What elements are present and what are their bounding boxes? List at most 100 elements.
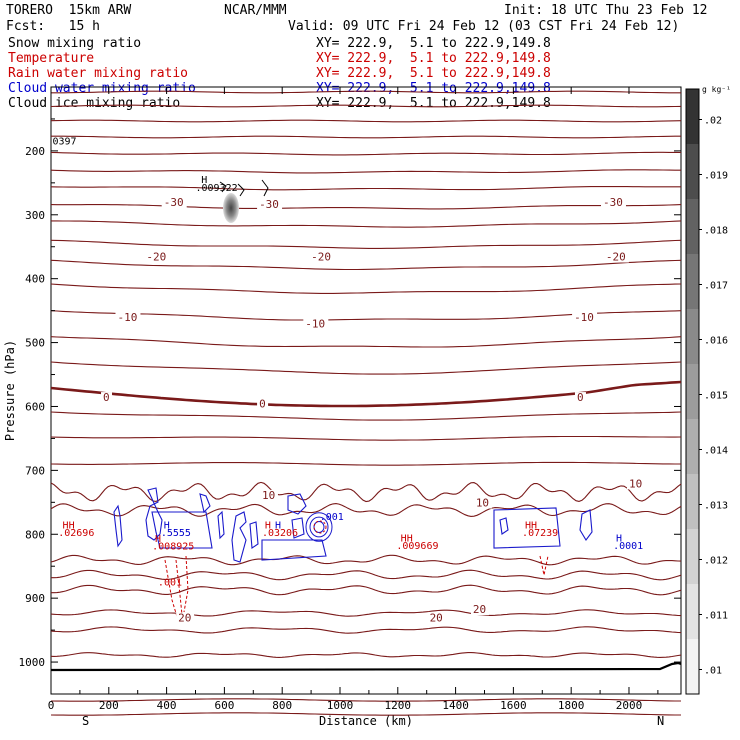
colorbar-swatch: [686, 89, 699, 144]
isotherm: [50, 609, 682, 617]
x-tick-label: 1000: [327, 699, 354, 712]
header-valid: Valid: 09 UTC Fri 24 Feb 12 (03 CST Fri …: [288, 19, 680, 34]
y-tick-label: 300: [25, 209, 45, 222]
field-xy-range: XY= 222.9, 5.1 to 222.9,149.8: [316, 66, 551, 81]
max-annotation: .03206: [262, 528, 298, 539]
x-tick-label: 800: [272, 699, 292, 712]
x-tick-label: 2000: [616, 699, 643, 712]
label-mask: [600, 197, 626, 209]
label-mask: [257, 199, 283, 211]
x-tick-label: 1600: [500, 699, 527, 712]
rain-water-contour: [175, 559, 183, 616]
colorbar-swatch: [686, 419, 699, 474]
label-mask: [115, 312, 141, 324]
isotherm: [50, 104, 682, 108]
isotherm: [50, 151, 682, 156]
colorbar-label: .019: [704, 171, 728, 182]
colorbar-label: .012: [704, 556, 728, 567]
cloud-water-contour: [305, 512, 333, 542]
cloud-water-contour: [313, 521, 325, 533]
isotherm: [50, 239, 682, 249]
cloud-water-contour: [249, 521, 259, 549]
field-xy-range: XY= 222.9, 5.1 to 222.9,149.8: [316, 51, 551, 66]
label-mask: [572, 312, 598, 324]
plot-frame: [50, 86, 682, 695]
y-tick-label: 700: [25, 464, 45, 477]
colorbar-label: .01: [704, 666, 722, 677]
isotherm: [50, 361, 682, 375]
isotherm-label: 10: [476, 497, 489, 510]
max-annotation: HH: [401, 533, 413, 544]
max-annotation: H: [616, 533, 622, 544]
colorbar-swatch: [686, 639, 699, 694]
isotherm-label: -30: [603, 196, 623, 209]
cloud-water-contour: [261, 539, 327, 561]
colorbar-label: .02: [704, 116, 722, 127]
label-mask: [144, 251, 170, 263]
snow-shading: [223, 193, 239, 223]
y-axis-label: Pressure (hPa): [3, 340, 17, 441]
rain-water-contour: [539, 555, 549, 576]
cloud-water-contour: [231, 511, 247, 563]
x-tick-label: 0: [48, 699, 55, 712]
rain-water-contour: [164, 559, 179, 621]
label-mask: [161, 197, 187, 209]
isotherm: [50, 461, 681, 466]
field-name: Temperature: [8, 51, 95, 66]
max-annotation: .5555: [161, 528, 191, 539]
max-annotation: .008925: [152, 542, 194, 553]
label-mask: [101, 392, 113, 404]
isotherm-label: -10: [574, 311, 594, 324]
x-end-label-north: N: [657, 714, 664, 728]
isotherm: [51, 135, 681, 139]
cloud-water-contour: [579, 509, 593, 541]
isotherm: [50, 119, 682, 123]
isotherm-label: -30: [259, 198, 279, 211]
isotherm: [50, 435, 682, 441]
isotherm: [50, 411, 682, 421]
isotherm-label: 0: [103, 391, 110, 404]
max-annotation: H: [155, 534, 161, 545]
header-left-line2: Fcst: 15 h: [6, 19, 100, 34]
label-mask: [259, 489, 278, 501]
colorbar-label: .011: [704, 611, 728, 622]
colorbar-label: .016: [704, 336, 728, 347]
max-annotation: H: [164, 521, 170, 532]
isotherm: [50, 503, 682, 517]
ice-contour: [261, 179, 269, 197]
max-annotation: .001: [158, 577, 182, 588]
cloud-water-contour: [493, 507, 561, 549]
y-tick-label: 800: [25, 528, 45, 541]
x-tick-label: 1800: [558, 699, 585, 712]
isotherm: [51, 220, 682, 228]
colorbar-swatch: [686, 364, 699, 419]
isotherm: [50, 186, 681, 191]
isotherm: [50, 554, 682, 566]
rain-water-contour: [313, 520, 327, 534]
isotherm: [51, 584, 682, 596]
x-tick-label: 1200: [385, 699, 412, 712]
colorbar-unit: g kg⁻¹: [702, 85, 731, 94]
ice-contour: [237, 183, 245, 197]
y-tick-label: 500: [25, 337, 45, 350]
cloud-water-contour: [287, 493, 307, 515]
colorbar-label: .015: [704, 391, 728, 402]
x-tick-label: 600: [214, 699, 234, 712]
colorbar-swatch: [686, 529, 699, 584]
max-annotation: .02696: [58, 528, 94, 539]
isotherm: [50, 481, 682, 503]
isotherm-label: -30: [164, 196, 184, 209]
max-annotation: .0001: [613, 541, 643, 552]
rain-water-contour: [183, 555, 189, 613]
label-mask: [309, 251, 335, 263]
cloud-water-contour: [499, 517, 509, 535]
max-annotation: HH: [63, 521, 75, 532]
y-tick-label: 900: [25, 592, 45, 605]
colorbar-label: .013: [704, 501, 728, 512]
colorbar-swatch: [686, 199, 699, 254]
cloud-water-contour: [199, 493, 211, 514]
isotherm: [51, 569, 682, 581]
isotherm-label: 20: [473, 603, 486, 616]
colorbar-label: .017: [704, 281, 728, 292]
